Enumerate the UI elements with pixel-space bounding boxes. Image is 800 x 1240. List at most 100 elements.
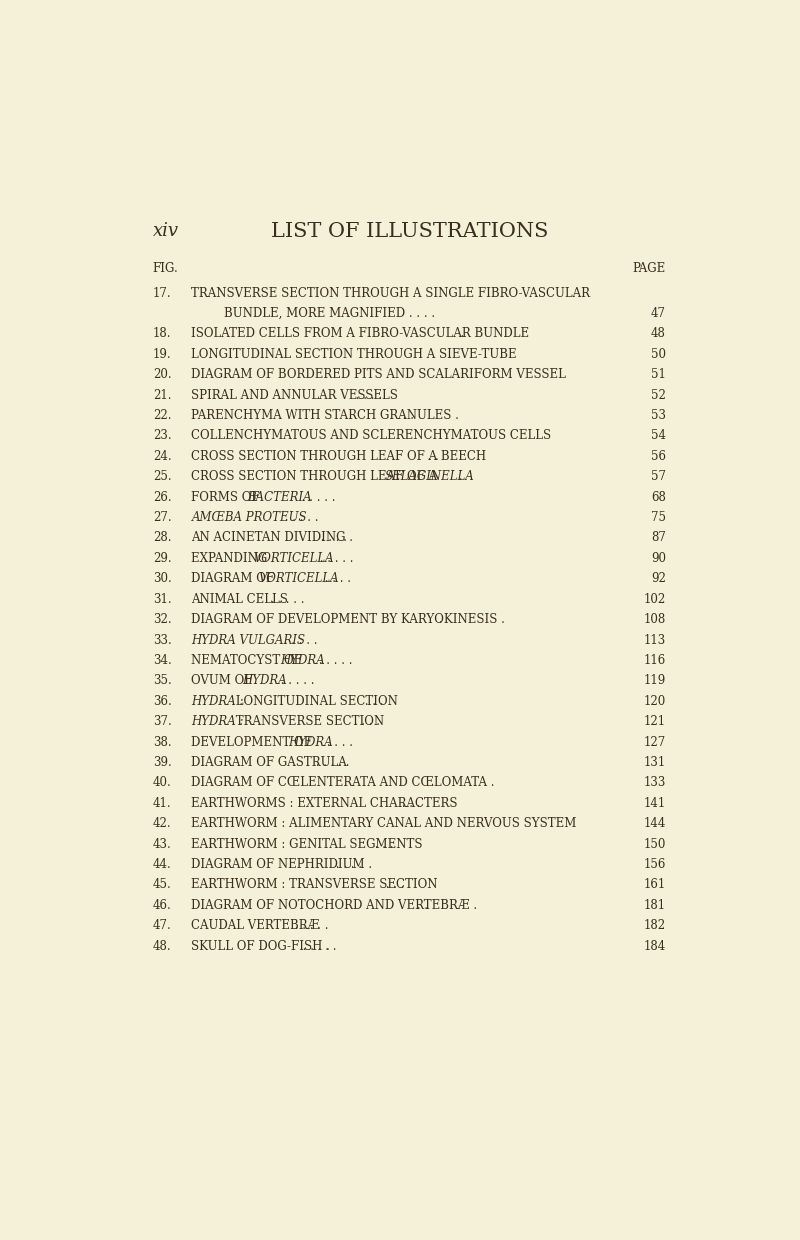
Text: 90: 90 [650,552,666,565]
Text: DIAGRAM OF NEPHRIDIUM .: DIAGRAM OF NEPHRIDIUM . [191,858,373,870]
Text: 52: 52 [651,388,666,402]
Text: NEMATOCYST OF: NEMATOCYST OF [191,653,306,667]
Text: ANIMAL CELLS: ANIMAL CELLS [191,593,288,605]
Text: . . . .: . . . . [350,715,380,728]
Text: SPIRAL AND ANNULAR VESSELS: SPIRAL AND ANNULAR VESSELS [191,388,398,402]
Text: .: . [444,348,455,361]
Text: HYDRA: HYDRA [280,653,325,667]
Text: 116: 116 [643,653,666,667]
Text: 22.: 22. [153,409,171,422]
Text: DIAGRAM OF BORDERED PITS AND SCALARIFORM VESSEL: DIAGRAM OF BORDERED PITS AND SCALARIFORM… [191,368,566,381]
Text: 46.: 46. [153,899,171,911]
Text: BUNDLE, MORE MAGNIFIED . . . .: BUNDLE, MORE MAGNIFIED . . . . [224,308,435,320]
Text: . . . . .: . . . . . [299,940,337,952]
Text: 35.: 35. [153,675,171,687]
Text: LIST OF ILLUSTRATIONS: LIST OF ILLUSTRATIONS [271,222,549,241]
Text: . . . . .: . . . . . [316,552,354,565]
Text: 56: 56 [650,450,666,463]
Text: 17.: 17. [153,286,171,300]
Text: . .: . . [420,450,439,463]
Text: 113: 113 [643,634,666,646]
Text: 121: 121 [644,715,666,728]
Text: 53: 53 [650,409,666,422]
Text: DIAGRAM OF DEVELOPMENT BY KARYOKINESIS .: DIAGRAM OF DEVELOPMENT BY KARYOKINESIS . [191,613,506,626]
Text: OVUM OF: OVUM OF [191,675,257,687]
Text: HYDRA :: HYDRA : [191,694,244,708]
Text: 21.: 21. [153,388,171,402]
Text: 29.: 29. [153,552,171,565]
Text: LONGITUDINAL SECTION THROUGH A SIEVE-TUBE: LONGITUDINAL SECTION THROUGH A SIEVE-TUB… [191,348,517,361]
Text: 182: 182 [644,919,666,932]
Text: . . . . .: . . . . . [312,756,350,769]
Text: 40.: 40. [153,776,171,790]
Text: COLLENCHYMATOUS AND SCLERENCHYMATOUS CELLS: COLLENCHYMATOUS AND SCLERENCHYMATOUS CEL… [191,429,551,443]
Text: . . . .: . . . . [322,573,351,585]
Text: 23.: 23. [153,429,171,443]
Text: 133: 133 [643,776,666,790]
Text: 37.: 37. [153,715,171,728]
Text: 181: 181 [644,899,666,911]
Text: LONGITUDINAL SECTION: LONGITUDINAL SECTION [232,694,398,708]
Text: CROSS SECTION THROUGH LEAF OF A BEECH: CROSS SECTION THROUGH LEAF OF A BEECH [191,450,486,463]
Text: 32.: 32. [153,613,171,626]
Text: BACTERIA: BACTERIA [247,491,312,503]
Text: 38.: 38. [153,735,171,749]
Text: . . . .: . . . . [317,532,347,544]
Text: . . .: . . . [371,837,394,851]
Text: 50: 50 [650,348,666,361]
Text: 75: 75 [650,511,666,525]
Text: 36.: 36. [153,694,171,708]
Text: CAUDAL VERTEBRÆ: CAUDAL VERTEBRÆ [191,919,320,932]
Text: EARTHWORM : TRANSVERSE SECTION: EARTHWORM : TRANSVERSE SECTION [191,878,438,892]
Text: CROSS SECTION THROUGH LEAF OF A: CROSS SECTION THROUGH LEAF OF A [191,470,442,484]
Text: . . . . .: . . . . . [266,593,304,605]
Text: 43.: 43. [153,837,171,851]
Text: VORTICELLA: VORTICELLA [258,573,339,585]
Text: . . .: . . . [398,797,421,810]
Text: 28.: 28. [153,532,171,544]
Text: 33.: 33. [153,634,171,646]
Text: . . . . .: . . . . . [280,634,318,646]
Text: 131: 131 [643,756,666,769]
Text: 27.: 27. [153,511,171,525]
Text: 47.: 47. [153,919,171,932]
Text: 25.: 25. [153,470,171,484]
Text: SKULL OF DOG-FISH .: SKULL OF DOG-FISH . [191,940,330,952]
Text: 18.: 18. [153,327,171,341]
Text: 48.: 48. [153,940,171,952]
Text: .: . [454,327,469,341]
Text: . . . . .: . . . . . [291,919,329,932]
Text: EARTHWORM : ALIMENTARY CANAL AND NERVOUS SYSTEM: EARTHWORM : ALIMENTARY CANAL AND NERVOUS… [191,817,577,830]
Text: 150: 150 [643,837,666,851]
Text: 108: 108 [643,613,666,626]
Text: xiv: xiv [153,222,178,241]
Text: .: . [426,776,434,790]
Text: AN ACINETAN DIVIDING .: AN ACINETAN DIVIDING . [191,532,354,544]
Text: 41.: 41. [153,797,171,810]
Text: PAGE: PAGE [633,262,666,275]
Text: . . . .: . . . . [332,858,362,870]
Text: DIAGRAM OF NOTOCHORD AND VERTEBRÆ .: DIAGRAM OF NOTOCHORD AND VERTEBRÆ . [191,899,478,911]
Text: DIAGRAM OF CŒLENTERATA AND CŒLOMATA .: DIAGRAM OF CŒLENTERATA AND CŒLOMATA . [191,776,495,790]
Text: FORMS OF: FORMS OF [191,491,264,503]
Text: 42.: 42. [153,817,171,830]
Text: HYDRA: HYDRA [242,675,286,687]
Text: . . .: . . . [361,694,383,708]
Text: 45.: 45. [153,878,171,892]
Text: . . .: . . . [382,878,405,892]
Text: . .: . . [413,899,428,911]
Text: .: . [434,613,442,626]
Text: EARTHWORM : GENITAL SEGMENTS: EARTHWORM : GENITAL SEGMENTS [191,837,423,851]
Text: 141: 141 [643,797,666,810]
Text: HYDRA: HYDRA [288,735,333,749]
Text: 44.: 44. [153,858,171,870]
Text: 92: 92 [651,573,666,585]
Text: 57: 57 [650,470,666,484]
Text: 20.: 20. [153,368,171,381]
Text: . . . . .: . . . . . [315,653,353,667]
Text: 87: 87 [651,532,666,544]
Text: . . . .: . . . . [352,388,382,402]
Text: 31.: 31. [153,593,171,605]
Text: . . . . .: . . . . . [298,491,335,503]
Text: 119: 119 [643,675,666,687]
